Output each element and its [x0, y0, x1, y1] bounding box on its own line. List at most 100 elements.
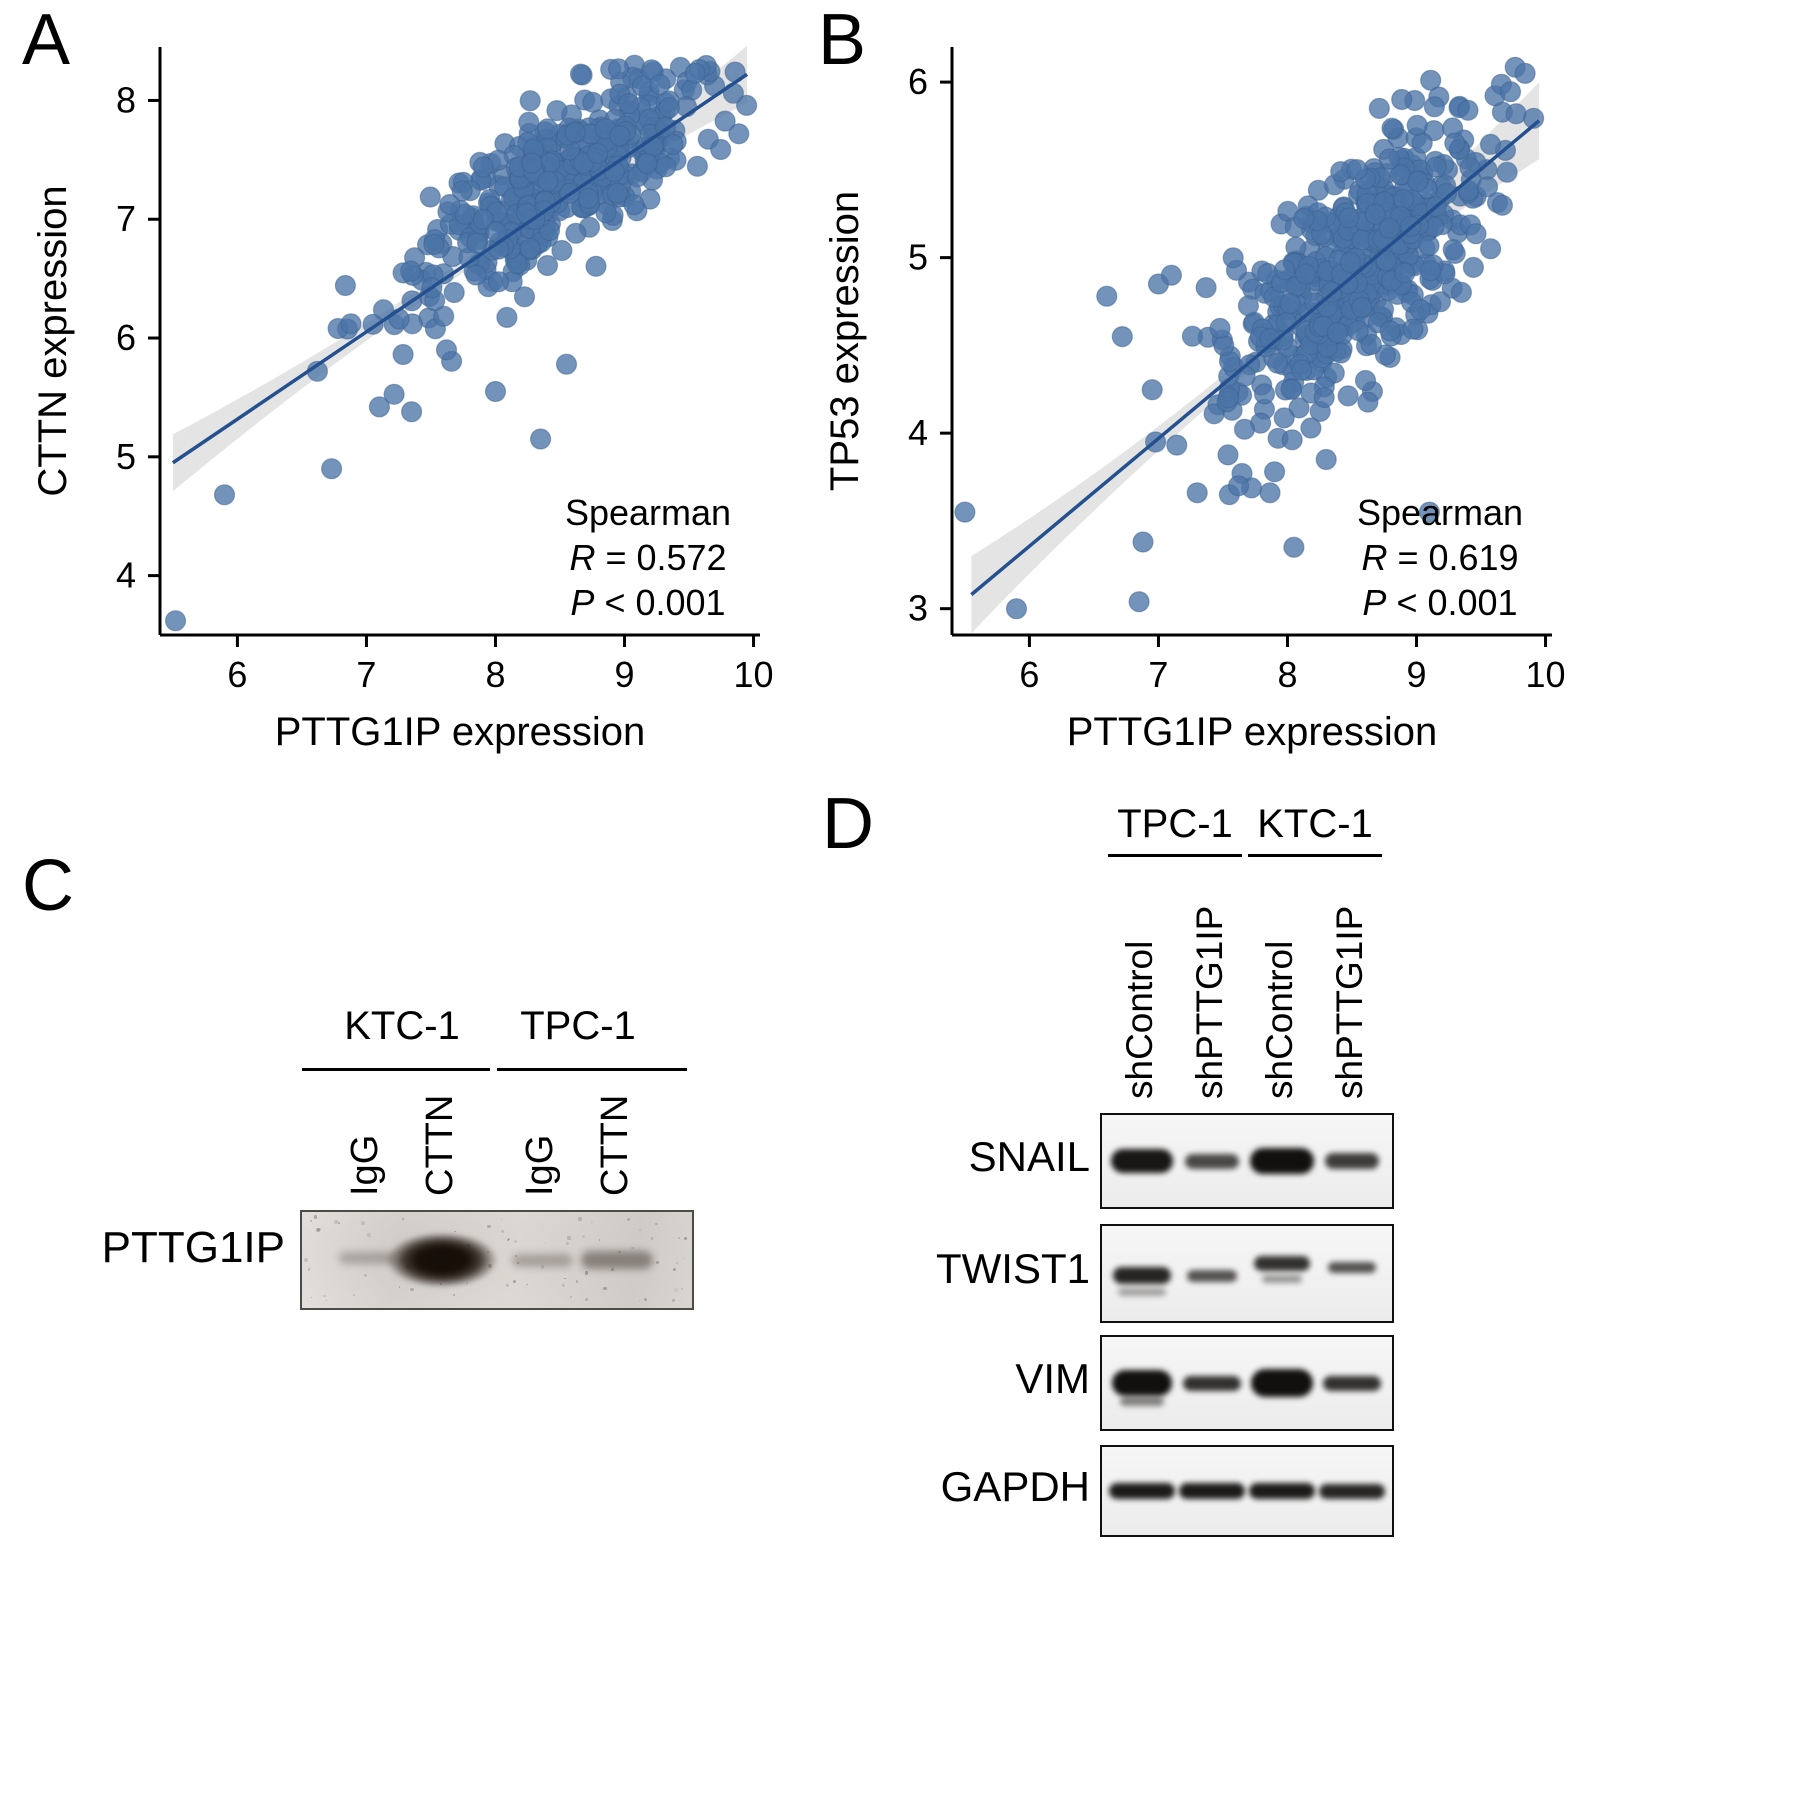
blot-row-label-snail: SNAIL	[968, 1133, 1090, 1180]
blot-band	[581, 1251, 653, 1269]
film-grain	[677, 1237, 680, 1240]
svg-text:3: 3	[908, 588, 928, 629]
blot-band	[1262, 1274, 1302, 1283]
film-grain	[323, 1294, 326, 1297]
lane-label-shpttg1ip: shPTTG1IP	[1189, 905, 1230, 1099]
film-grain	[398, 1286, 401, 1288]
blot-band	[339, 1252, 395, 1264]
group-underline	[302, 1068, 490, 1071]
film-grain	[309, 1219, 312, 1223]
group-label-ktc1: KTC-1	[1257, 802, 1373, 846]
svg-text:9: 9	[615, 654, 635, 695]
scatter-points	[164, 54, 758, 632]
blot-band	[1325, 1153, 1379, 1169]
film-grain	[508, 1238, 511, 1241]
film-grain	[364, 1274, 368, 1278]
film-grain	[313, 1215, 318, 1219]
svg-text:6: 6	[227, 654, 247, 695]
x-axis-label: PTTG1IP expression	[1067, 710, 1438, 754]
film-grain	[603, 1286, 607, 1291]
svg-text:R = 0.572: R = 0.572	[569, 537, 726, 578]
blot-band	[1319, 1483, 1385, 1499]
film-grain	[406, 1265, 410, 1269]
group-underline	[1108, 854, 1242, 857]
film-grain	[325, 1299, 327, 1301]
film-grain	[684, 1237, 688, 1241]
film-grain	[584, 1271, 589, 1275]
film-grain	[655, 1261, 659, 1265]
film-grain	[611, 1268, 615, 1272]
film-grain	[303, 1227, 305, 1230]
lane-label-cttn: CTTN	[419, 1094, 461, 1196]
film-grain	[618, 1250, 621, 1254]
group-label-tpc1: TPC-1	[520, 1004, 636, 1048]
panel-label-a: A	[22, 0, 71, 80]
film-grain	[452, 1293, 456, 1297]
svg-text:7: 7	[116, 198, 136, 239]
lane-label-shcontrol: shControl	[1259, 940, 1300, 1099]
svg-text:8: 8	[485, 654, 505, 695]
film-grain	[304, 1258, 308, 1262]
blot-band	[1113, 1267, 1171, 1284]
film-grain	[576, 1280, 579, 1283]
film-grain	[672, 1268, 676, 1272]
tick-labels: 6 7 8 9 10 3 4 5 6	[908, 61, 1566, 695]
svg-text:6: 6	[116, 317, 136, 358]
svg-text:9: 9	[1407, 654, 1427, 695]
film-grain	[467, 1244, 471, 1248]
svg-text:4: 4	[116, 555, 136, 596]
film-grain	[457, 1256, 460, 1259]
blot-band	[1323, 1375, 1381, 1391]
film-grain	[680, 1287, 684, 1291]
film-grain	[650, 1237, 654, 1240]
blot-band	[1109, 1483, 1175, 1499]
film-grain	[591, 1221, 593, 1223]
film-grain	[440, 1254, 443, 1257]
svg-text:4: 4	[908, 412, 928, 453]
svg-text:7: 7	[356, 654, 376, 695]
film-grain	[652, 1261, 654, 1264]
film-grain	[505, 1283, 509, 1288]
lane-label-shcontrol: shControl	[1119, 940, 1160, 1099]
film-grain	[513, 1240, 518, 1244]
svg-text:P < 0.001: P < 0.001	[570, 582, 725, 623]
film-grain	[501, 1229, 505, 1234]
panel-label-c: C	[22, 846, 74, 926]
film-grain	[674, 1287, 679, 1292]
blot-band	[1251, 1369, 1313, 1397]
film-grain	[526, 1283, 528, 1286]
lane-label-cttn: CTTN	[594, 1094, 636, 1196]
film-grain	[626, 1218, 630, 1222]
svg-text:8: 8	[116, 79, 136, 120]
film-grain	[639, 1229, 641, 1231]
film-grain	[540, 1265, 544, 1269]
film-grain	[316, 1228, 320, 1232]
film-grain	[598, 1239, 601, 1241]
film-grain	[307, 1267, 311, 1271]
blot-row-label-twist1: TWIST1	[936, 1245, 1090, 1292]
film-grain	[515, 1254, 517, 1257]
blot-band	[1249, 1483, 1315, 1499]
film-grain	[569, 1295, 573, 1299]
y-axis-label: TP53 expression	[823, 191, 867, 491]
blot-band	[512, 1253, 572, 1267]
film-grain	[567, 1236, 571, 1240]
film-grain	[465, 1254, 468, 1257]
film-grain	[487, 1224, 491, 1229]
scatter-chart-cttn-vs-pttg1ip: 6 7 8 9 10 4 5 6 7 8 PTTG1IP expression CTTN expres…	[31, 45, 774, 754]
film-grain	[333, 1219, 338, 1224]
svg-text:6: 6	[1019, 654, 1039, 695]
blot-row-label-vim: VIM	[1015, 1355, 1090, 1402]
film-grain	[582, 1235, 585, 1238]
film-grain	[454, 1230, 456, 1233]
svg-text:5: 5	[908, 237, 928, 278]
film-grain	[676, 1261, 679, 1264]
film-grain	[566, 1241, 570, 1245]
x-axis-label: PTTG1IP expression	[275, 710, 646, 754]
lane-label-igg: IgG	[519, 1134, 561, 1196]
film-grain	[353, 1294, 355, 1296]
panel-label-d: D	[822, 784, 874, 864]
lane-label-shpttg1ip: shPTTG1IP	[1329, 905, 1370, 1099]
film-grain	[516, 1261, 520, 1264]
